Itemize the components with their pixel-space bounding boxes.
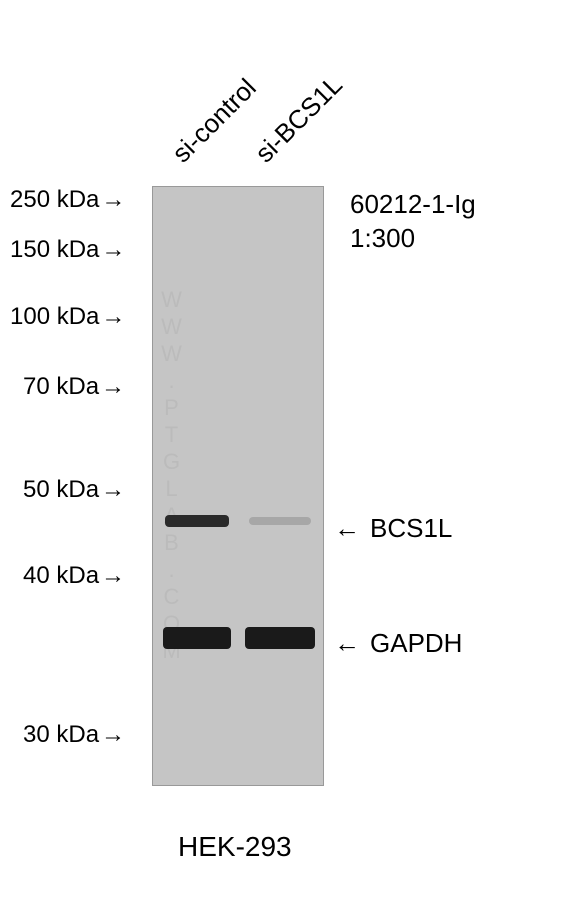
blot-figure: si-control si-BCS1L 250 kDa → 150 kDa → … [0,0,588,903]
watermark-text: WWW.PTGLAB.COM [158,287,184,665]
lane-label-control: si-control [166,72,263,169]
marker-250: 250 kDa → [10,186,125,214]
arrow-left-icon: ← [334,513,360,544]
marker-150: 150 kDa → [10,236,125,264]
arrow-right-icon: → [101,562,125,590]
antibody-catalog: 60212-1-Ig [350,188,476,222]
arrow-right-icon: → [101,303,125,331]
gapdh-band-control [163,627,231,649]
protein-label-target: ← BCS1L [334,513,452,544]
marker-30: 30 kDa → [23,721,125,749]
gapdh-band-knockdown [245,627,315,649]
protein-label-loading-control: ← GAPDH [334,628,462,659]
western-blot-membrane: WWW.PTGLAB.COM [152,186,324,786]
antibody-info: 60212-1-Ig 1:300 [350,188,476,256]
marker-100: 100 kDa → [10,303,125,331]
marker-50: 50 kDa → [23,476,125,504]
arrow-right-icon: → [101,236,125,264]
marker-40: 40 kDa → [23,562,125,590]
marker-70: 70 kDa → [23,373,125,401]
arrow-right-icon: → [101,721,125,749]
antibody-dilution: 1:300 [350,222,476,256]
bcs1l-band-control [165,515,229,527]
lane-label-knockdown: si-BCS1L [249,69,349,169]
cell-line-label: HEK-293 [178,831,292,863]
arrow-right-icon: → [101,186,125,214]
arrow-right-icon: → [101,373,125,401]
bcs1l-band-knockdown [249,517,311,525]
arrow-left-icon: ← [334,628,360,659]
arrow-right-icon: → [101,476,125,504]
